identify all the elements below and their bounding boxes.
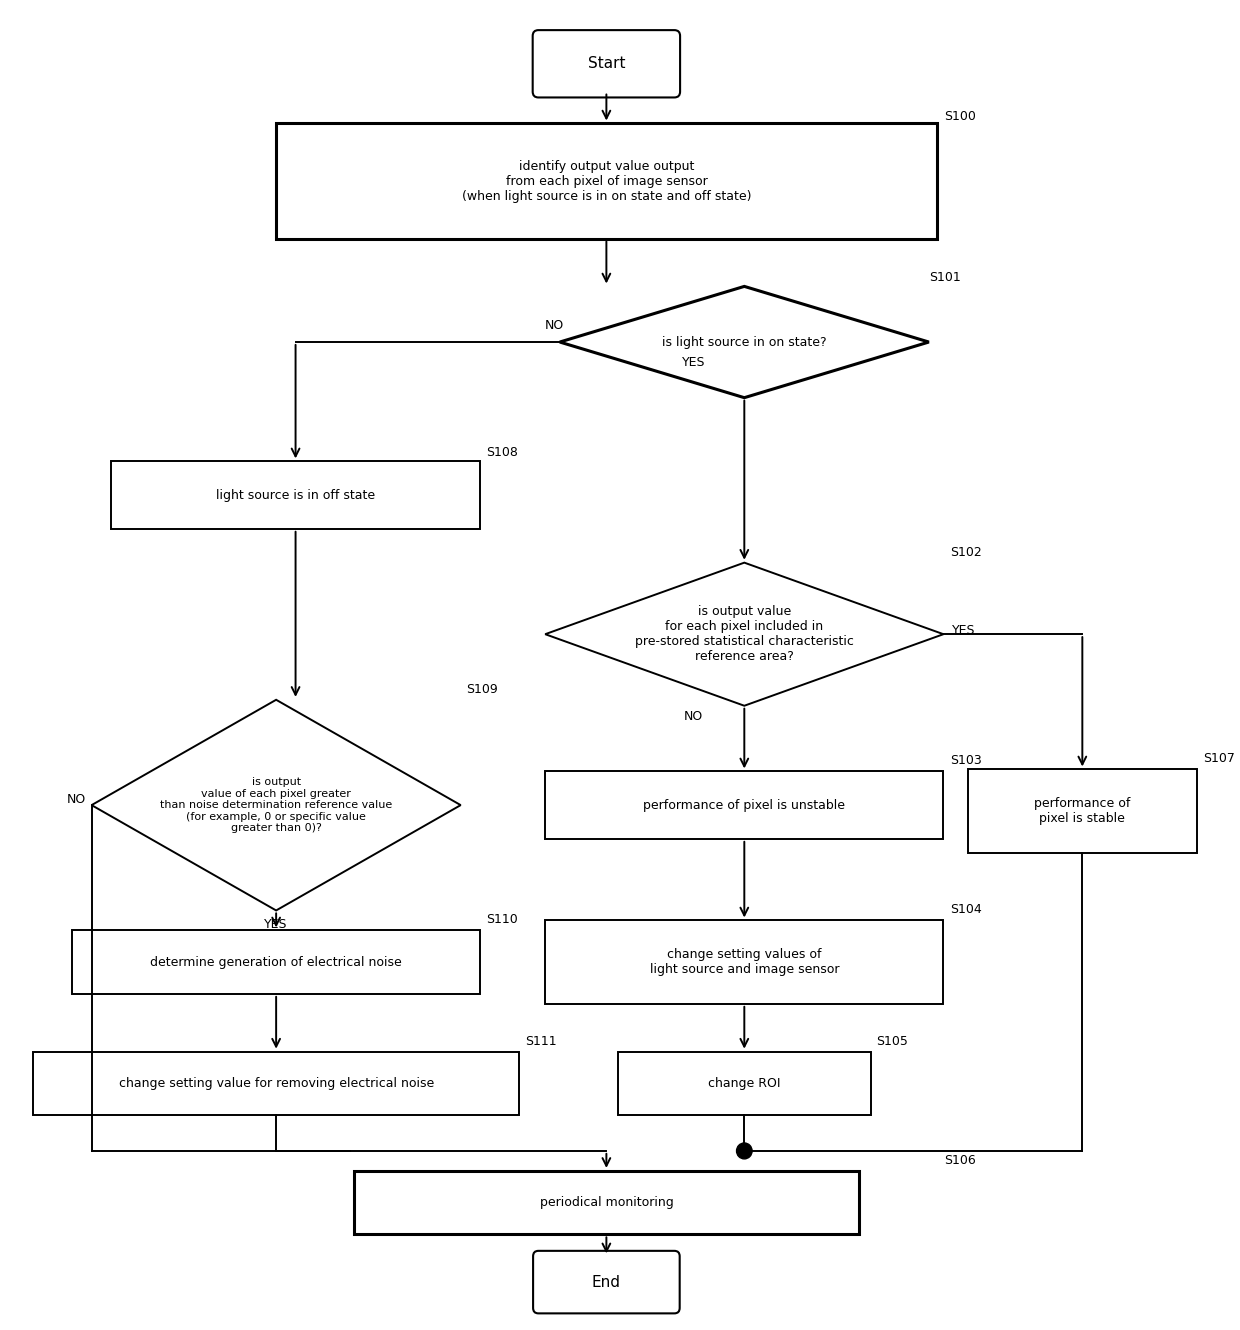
Text: is light source in on state?: is light source in on state? xyxy=(662,335,827,348)
Text: is output
value of each pixel greater
than noise determination reference value
(: is output value of each pixel greater th… xyxy=(160,777,392,834)
Text: S108: S108 xyxy=(486,447,518,459)
Text: YES: YES xyxy=(952,624,976,637)
Text: performance of
pixel is stable: performance of pixel is stable xyxy=(1034,797,1131,825)
Text: S102: S102 xyxy=(950,545,982,559)
Bar xyxy=(33,1052,520,1115)
Text: YES: YES xyxy=(264,919,288,931)
Bar xyxy=(546,920,944,1004)
FancyBboxPatch shape xyxy=(533,31,680,97)
Text: NO: NO xyxy=(67,793,86,806)
Text: S101: S101 xyxy=(929,271,961,285)
Text: NO: NO xyxy=(544,319,564,332)
Text: NO: NO xyxy=(684,710,703,722)
Bar xyxy=(112,462,480,529)
Polygon shape xyxy=(92,700,461,911)
Text: S103: S103 xyxy=(950,754,982,767)
Bar xyxy=(967,769,1197,853)
Text: periodical monitoring: periodical monitoring xyxy=(539,1196,673,1209)
Text: S100: S100 xyxy=(945,110,976,124)
Text: S105: S105 xyxy=(877,1035,908,1048)
Text: S107: S107 xyxy=(1203,753,1235,765)
Circle shape xyxy=(737,1142,753,1158)
Text: change setting values of
light source and image sensor: change setting values of light source an… xyxy=(650,948,839,976)
Text: identify output value output
from each pixel of image sensor
(when light source : identify output value output from each p… xyxy=(461,160,751,202)
Bar xyxy=(277,124,936,238)
Text: light source is in off state: light source is in off state xyxy=(216,488,376,501)
Text: S109: S109 xyxy=(466,682,498,696)
Polygon shape xyxy=(559,286,929,398)
Text: S106: S106 xyxy=(945,1154,976,1166)
Text: performance of pixel is unstable: performance of pixel is unstable xyxy=(644,798,846,811)
Text: change setting value for removing electrical noise: change setting value for removing electr… xyxy=(119,1077,434,1089)
Text: YES: YES xyxy=(682,356,706,368)
Polygon shape xyxy=(546,563,944,706)
Text: End: End xyxy=(591,1274,621,1290)
Bar xyxy=(546,771,944,839)
FancyBboxPatch shape xyxy=(533,1250,680,1313)
Text: S104: S104 xyxy=(950,903,982,916)
Text: determine generation of electrical noise: determine generation of electrical noise xyxy=(150,956,402,968)
Bar xyxy=(72,930,480,994)
Text: change ROI: change ROI xyxy=(708,1077,780,1089)
Bar xyxy=(618,1052,870,1115)
Text: S111: S111 xyxy=(525,1035,557,1048)
Text: is output value
for each pixel included in
pre-stored statistical characteristic: is output value for each pixel included … xyxy=(635,605,854,664)
Text: S110: S110 xyxy=(486,914,517,927)
Bar xyxy=(353,1170,859,1234)
Text: Start: Start xyxy=(588,56,625,72)
